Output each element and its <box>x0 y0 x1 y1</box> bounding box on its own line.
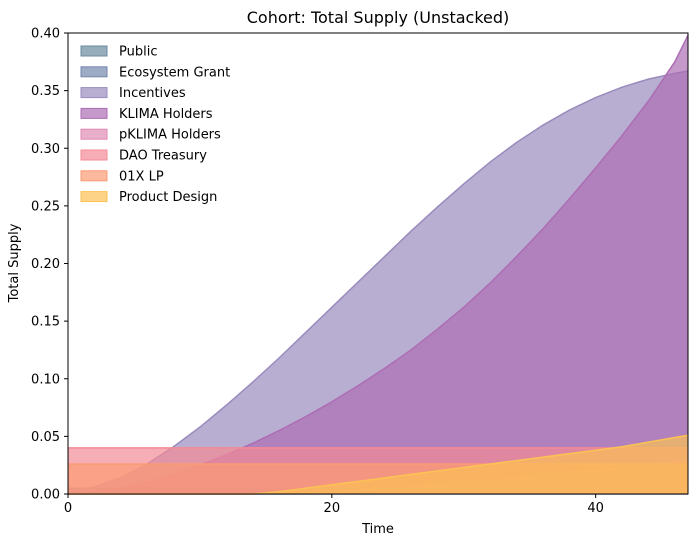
x-tick-label-2: 40 <box>587 501 604 516</box>
legend-label-4: pKLIMA Holders <box>119 128 221 143</box>
y-tick-label-0: 0.00 <box>31 488 60 503</box>
legend-swatch-4 <box>80 128 108 140</box>
legend-swatch-2 <box>80 87 108 99</box>
legend-label-5: DAO Treasury <box>119 149 207 164</box>
legend-swatch-7 <box>80 191 108 203</box>
x-axis-title: Time <box>361 522 394 537</box>
y-tick-label-2: 0.10 <box>31 372 60 387</box>
area-series-7 <box>68 435 688 494</box>
legend-label-1: Ecosystem Grant <box>119 65 230 80</box>
legend-label-0: Public <box>119 45 157 60</box>
y-tick-label-4: 0.20 <box>31 257 60 272</box>
legend-label-7: Product Design <box>119 190 217 205</box>
legend: Public Ecosystem Grant Incentives KLIMA Hol… <box>80 45 230 205</box>
legend-swatch-3 <box>80 107 108 119</box>
x-axis: 0 20 40 <box>64 494 604 516</box>
legend-label-2: Incentives <box>119 86 186 101</box>
plot-areas <box>67 34 689 495</box>
y-tick-label-8: 0.40 <box>31 27 60 42</box>
y-tick-label-7: 0.35 <box>31 84 60 99</box>
legend-label-6: 01X LP <box>119 169 164 184</box>
y-tick-label-3: 0.15 <box>31 315 60 330</box>
legend-swatch-6 <box>80 170 108 182</box>
chart-title: Cohort: Total Supply (Unstacked) <box>247 8 510 27</box>
x-tick-label-0: 0 <box>64 501 72 516</box>
y-axis: 0.00 0.05 0.10 0.15 0.20 0.25 0.30 0.35 0.40 <box>31 27 68 503</box>
legend-swatch-5 <box>80 149 108 161</box>
legend-swatch-0 <box>80 45 108 57</box>
y-tick-label-6: 0.30 <box>31 142 60 157</box>
line-series-2 <box>67 70 689 493</box>
y-axis-title: Total Supply <box>7 223 22 303</box>
area-series-3 <box>68 35 688 495</box>
y-tick-label-1: 0.05 <box>31 430 60 445</box>
y-tick-label-5: 0.25 <box>31 199 60 214</box>
legend-label-3: KLIMA Holders <box>119 107 213 122</box>
legend-swatch-1 <box>80 66 108 78</box>
x-tick-label-1: 20 <box>324 501 341 516</box>
